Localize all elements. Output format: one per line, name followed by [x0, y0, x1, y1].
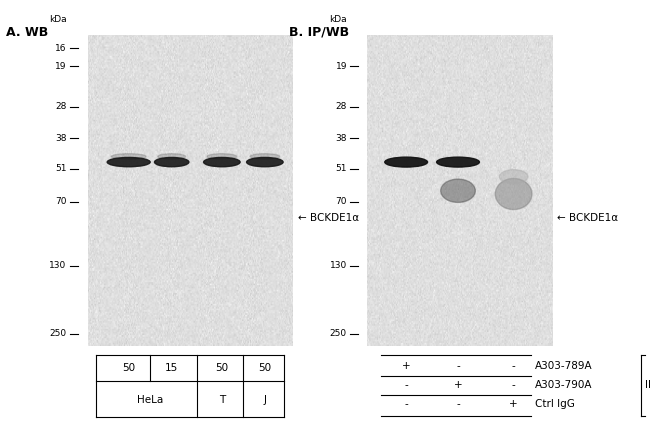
Text: -: -	[456, 361, 460, 371]
Text: 250: 250	[49, 329, 66, 338]
Ellipse shape	[385, 157, 428, 167]
Text: -: -	[512, 380, 515, 390]
Text: 130: 130	[330, 261, 347, 270]
Text: T: T	[219, 395, 225, 405]
Ellipse shape	[441, 179, 475, 203]
Text: 28: 28	[335, 102, 347, 111]
Ellipse shape	[158, 154, 186, 159]
Text: 50: 50	[215, 362, 228, 372]
Text: 50: 50	[258, 362, 272, 372]
Text: 70: 70	[55, 197, 66, 206]
Text: 51: 51	[335, 164, 347, 173]
Ellipse shape	[111, 154, 146, 159]
Ellipse shape	[250, 154, 280, 159]
Text: -: -	[404, 399, 408, 409]
Text: 130: 130	[49, 261, 66, 270]
Ellipse shape	[207, 154, 237, 159]
Text: -: -	[512, 361, 515, 371]
Text: 15: 15	[165, 362, 178, 372]
Text: A303-790A: A303-790A	[534, 380, 592, 390]
Text: 70: 70	[335, 197, 347, 206]
Text: J: J	[263, 395, 266, 405]
Ellipse shape	[246, 157, 283, 167]
Text: kDa: kDa	[49, 15, 66, 24]
Ellipse shape	[499, 170, 528, 184]
Ellipse shape	[437, 157, 480, 167]
Text: kDa: kDa	[330, 15, 347, 24]
Text: IP: IP	[645, 380, 650, 390]
Text: 50: 50	[122, 362, 135, 372]
Ellipse shape	[107, 157, 150, 167]
Text: -: -	[404, 380, 408, 390]
Ellipse shape	[495, 178, 532, 210]
Text: 38: 38	[55, 134, 66, 143]
Text: A303-789A: A303-789A	[534, 361, 592, 371]
Text: A. WB: A. WB	[6, 26, 49, 39]
Text: 16: 16	[55, 44, 66, 53]
Text: ← BCKDE1α: ← BCKDE1α	[298, 213, 359, 223]
Text: 250: 250	[330, 329, 347, 338]
Text: HeLa: HeLa	[137, 395, 163, 405]
Text: 19: 19	[335, 62, 347, 71]
Text: +: +	[510, 399, 518, 409]
Text: 38: 38	[335, 134, 347, 143]
Text: Ctrl IgG: Ctrl IgG	[534, 399, 575, 409]
Ellipse shape	[155, 157, 189, 167]
Text: -: -	[456, 399, 460, 409]
Ellipse shape	[203, 157, 240, 167]
Text: ← BCKDE1α: ← BCKDE1α	[557, 213, 618, 223]
Text: 51: 51	[55, 164, 66, 173]
Text: 28: 28	[55, 102, 66, 111]
Text: 19: 19	[55, 62, 66, 71]
Text: +: +	[454, 380, 462, 390]
Text: B. IP/WB: B. IP/WB	[289, 26, 350, 39]
Text: +: +	[402, 361, 410, 371]
